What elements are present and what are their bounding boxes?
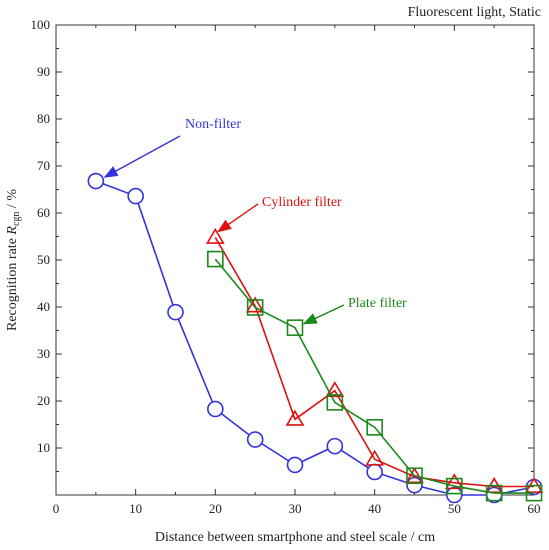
axis-ticks: 0 10 20 30 40 50 60 10 20 30 40 50 60 70 80 90 100 bbox=[31, 17, 541, 516]
data-point-plate-filter bbox=[485, 484, 503, 502]
y-tick-label: 90 bbox=[37, 64, 50, 79]
y-tick-label: 80 bbox=[37, 111, 50, 126]
annotation-arrow-non-filter bbox=[103, 135, 181, 178]
data-point-cylinder-filter bbox=[365, 449, 385, 466]
data-point-cylinder-filter bbox=[205, 227, 225, 244]
data-point-non-filter bbox=[87, 172, 105, 190]
series-cylinder-filter bbox=[205, 227, 544, 493]
data-point-cylinder-filter bbox=[285, 409, 305, 426]
x-tick-label: 60 bbox=[528, 501, 541, 516]
chart-annotation-title: Fluorescent light, Static bbox=[408, 5, 541, 20]
y-axis-title-unit: / % bbox=[5, 189, 20, 212]
series-line-plate-filter bbox=[214, 258, 534, 494]
x-axis-title: Distance between smartphone and steel sc… bbox=[155, 530, 435, 545]
x-tick-label: 10 bbox=[129, 501, 142, 516]
y-tick-label: 100 bbox=[31, 17, 51, 32]
data-point-non-filter bbox=[326, 437, 344, 455]
data-point-cylinder-filter bbox=[245, 296, 265, 313]
data-point-non-filter bbox=[207, 400, 224, 418]
y-tick-label: 20 bbox=[37, 393, 50, 408]
series-layer bbox=[87, 172, 544, 504]
annotation-label-plate-filter: Plate filter bbox=[348, 296, 407, 311]
series-annotations: Non-filter Cylinder filter Plate filter bbox=[103, 117, 407, 325]
data-point-plate-filter bbox=[366, 419, 383, 436]
series-line-cylinder-filter bbox=[214, 236, 534, 488]
x-tick-label: 0 bbox=[53, 501, 60, 516]
data-point-plate-filter bbox=[446, 477, 463, 495]
y-tick-label: 30 bbox=[37, 346, 50, 361]
data-point-plate-filter bbox=[525, 484, 543, 502]
data-point-non-filter bbox=[167, 303, 184, 321]
data-point-non-filter bbox=[406, 476, 423, 494]
data-point-non-filter bbox=[286, 456, 304, 474]
series-line-non-filter bbox=[95, 180, 535, 496]
annotation-label-cylinder-filter: Cylinder filter bbox=[262, 195, 342, 210]
x-tick-label: 30 bbox=[289, 501, 302, 516]
series-plate-filter bbox=[207, 250, 543, 502]
data-point-plate-filter bbox=[286, 319, 304, 336]
series-non-filter bbox=[87, 172, 543, 504]
y-tick-label: 50 bbox=[37, 252, 50, 267]
y-tick-label: 70 bbox=[37, 158, 50, 173]
data-point-plate-filter bbox=[326, 394, 344, 411]
x-tick-label: 50 bbox=[448, 501, 461, 516]
data-point-cylinder-filter bbox=[325, 381, 345, 398]
data-point-plate-filter bbox=[406, 467, 423, 485]
annotation-label-non-filter: Non-filter bbox=[185, 117, 241, 132]
annotation-arrow-cylinder-filter bbox=[217, 203, 259, 233]
y-axis-title-symbol: R bbox=[5, 226, 20, 236]
y-axis-title-subscript: cgn bbox=[11, 212, 22, 226]
x-tick-label: 20 bbox=[209, 501, 222, 516]
y-axis-title-main: Recognition rate bbox=[5, 235, 20, 331]
x-tick-label: 40 bbox=[368, 501, 381, 516]
annotation-arrow-plate-filter bbox=[302, 304, 345, 325]
data-point-plate-filter bbox=[207, 250, 224, 268]
y-tick-label: 10 bbox=[37, 440, 50, 455]
data-point-non-filter bbox=[127, 187, 144, 205]
y-axis-title: Recognition rate Rcgn / % bbox=[5, 189, 22, 331]
data-point-plate-filter bbox=[246, 299, 264, 316]
data-point-cylinder-filter bbox=[405, 467, 424, 484]
data-point-non-filter bbox=[446, 486, 463, 504]
data-point-non-filter bbox=[246, 431, 264, 448]
data-point-cylinder-filter bbox=[444, 473, 464, 490]
y-tick-label: 60 bbox=[37, 205, 50, 220]
y-tick-label: 40 bbox=[37, 299, 50, 314]
data-point-non-filter bbox=[366, 463, 383, 481]
